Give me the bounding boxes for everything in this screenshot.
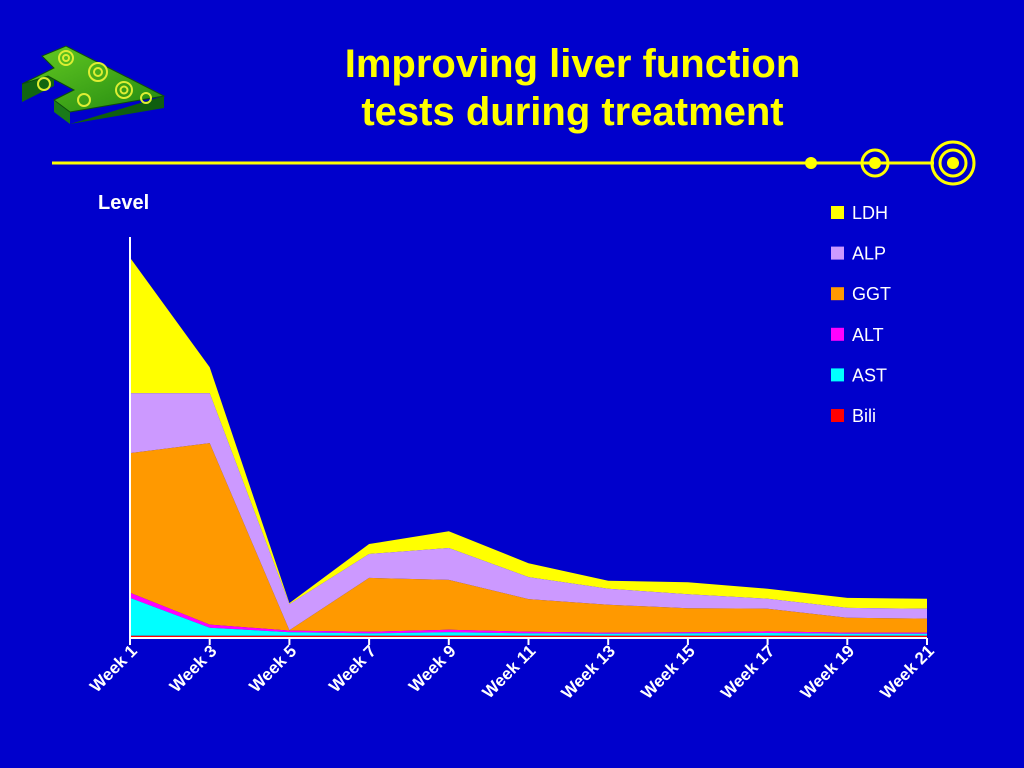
legend-swatch-ast [831,368,844,382]
x-tick-label-week-15: Week 15 [637,641,698,702]
x-tick-label-week-11: Week 11 [479,641,540,702]
slide-title: Improving liver function tests during tr… [250,40,895,136]
x-tick-label-week-5: Week 5 [246,641,301,696]
x-tick-label-week-19: Week 19 [797,641,858,702]
title-line-1: Improving liver function [344,42,801,86]
target-line-decoration-icon [52,140,976,186]
legend-swatch-ggt [831,287,844,301]
legend-label-ggt: GGT [852,284,891,304]
legend-label-alt: ALT [852,325,884,345]
green-t-block-logo-icon [21,45,166,124]
legend-label-alp: ALP [852,244,886,264]
x-tick-label-week-17: Week 17 [717,641,778,702]
legend-label-ldh: LDH [852,203,888,223]
area-series-alp [130,393,927,631]
area-series-ast [130,597,927,636]
legend-swatch-alp [831,246,844,260]
x-tick-label-week-1: Week 1 [86,641,141,696]
area-series-bili [130,635,927,637]
legend-label-ast: AST [852,365,887,385]
x-tick-label-week-7: Week 7 [325,641,380,696]
legend-swatch-alt [831,327,844,341]
x-tick-label-week-21: Week 21 [876,641,937,702]
legend-swatch-bili [831,409,844,422]
x-tick-label-week-9: Week 9 [405,641,460,696]
legend-swatch-ldh [831,206,844,219]
area-series-ggt [130,443,927,633]
y-axis-label: Level [98,192,150,214]
x-tick-label-week-13: Week 13 [558,641,619,702]
legend-label-bili: Bili [852,406,876,426]
x-tick-label-week-3: Week 3 [166,641,221,696]
title-line-2: tests during treatment [361,90,784,134]
